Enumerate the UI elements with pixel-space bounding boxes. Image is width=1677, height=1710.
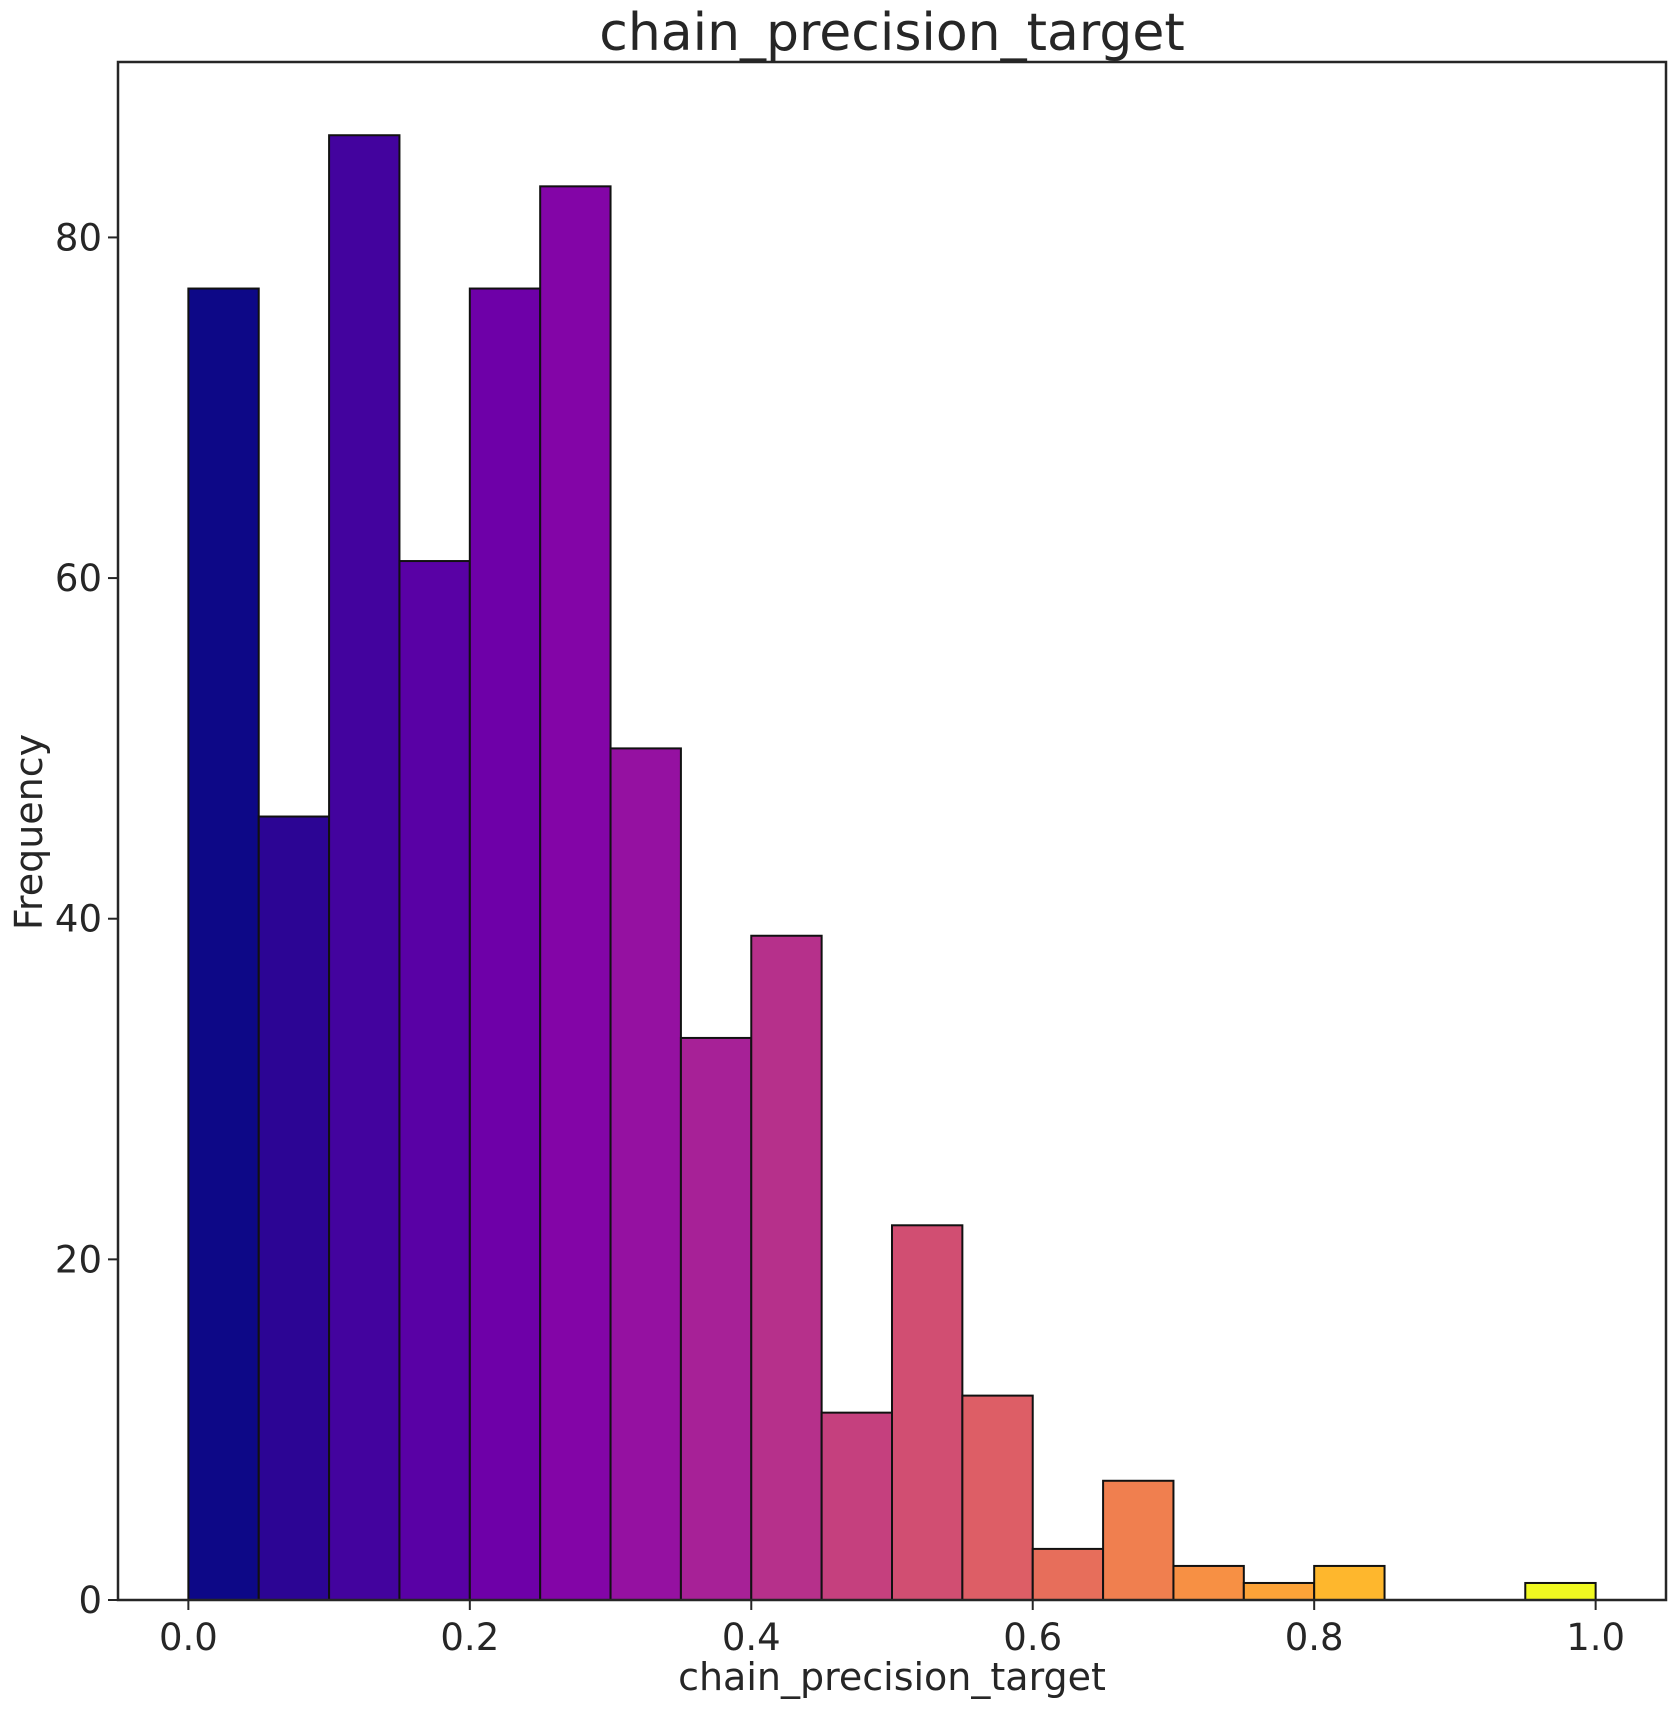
x-tick-label: 1.0	[1566, 1616, 1625, 1659]
plot-frame	[116, 60, 1668, 1602]
histogram-bar	[398, 560, 471, 1601]
x-tick-label: 0.0	[159, 1616, 218, 1659]
histogram-bar	[1172, 1564, 1245, 1602]
histogram-bar	[820, 1411, 893, 1601]
histogram-bar	[750, 934, 823, 1601]
y-tick-label: 40	[55, 898, 102, 941]
histogram-bar	[328, 134, 401, 1602]
histogram-bar	[609, 747, 682, 1601]
x-axis-label: chain_precision_target	[678, 1655, 1106, 1699]
histogram-bar	[891, 1224, 964, 1601]
histogram-bar	[1313, 1564, 1386, 1602]
y-tick-label: 60	[55, 557, 102, 600]
histogram-bar	[961, 1394, 1034, 1601]
histogram-bar	[1031, 1547, 1105, 1602]
y-axis-label: Frequency	[7, 734, 51, 930]
x-tick-label: 0.2	[440, 1616, 499, 1659]
histogram-bar	[468, 287, 542, 1602]
y-axis-ticks: 0 20 40 60 80	[55, 216, 118, 1622]
chart-title: chain_precision_target	[599, 3, 1185, 63]
histogram-bar	[539, 185, 612, 1601]
bars-group	[187, 134, 1597, 1602]
y-tick-label: 0	[78, 1579, 102, 1622]
histogram-bar	[1102, 1479, 1175, 1601]
x-axis-ticks: 0.0 0.2 0.4 0.6 0.8 1.0	[159, 1600, 1625, 1659]
histogram-bar	[1524, 1581, 1597, 1602]
histogram-bar	[1242, 1581, 1316, 1602]
histogram-bar	[257, 815, 331, 1601]
x-tick-label: 0.6	[1003, 1616, 1062, 1659]
histogram-bar	[187, 287, 260, 1602]
x-tick-label: 0.8	[1285, 1616, 1344, 1659]
x-tick-label: 0.4	[722, 1616, 781, 1659]
y-tick-label: 80	[55, 216, 102, 259]
y-tick-label: 20	[55, 1238, 102, 1281]
histogram-bar	[679, 1036, 753, 1601]
